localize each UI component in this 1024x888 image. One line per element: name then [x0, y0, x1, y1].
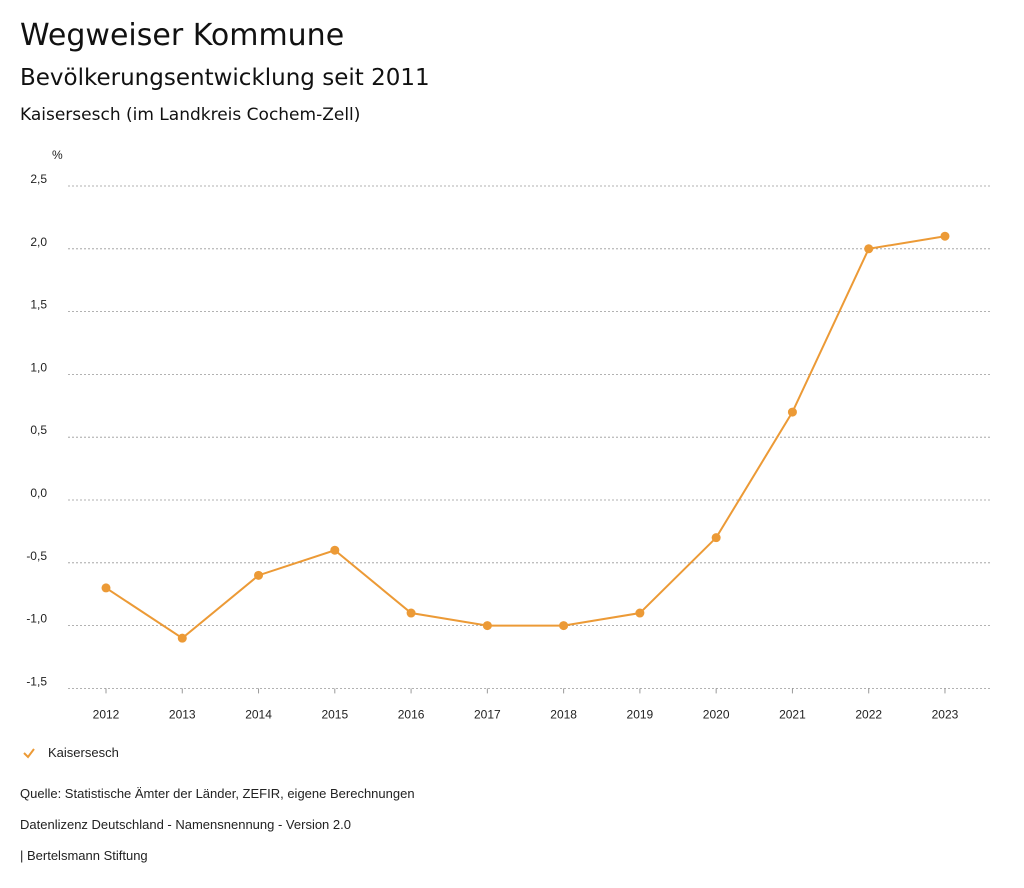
data-point-2018[interactable]	[559, 621, 569, 631]
check-icon	[23, 747, 35, 759]
data-point-2012[interactable]	[101, 583, 111, 593]
data-point-2021[interactable]	[787, 407, 797, 417]
region-label: Kaisersesch (im Landkreis Cochem-Zell)	[20, 105, 361, 125]
x-tick-label: 2015	[321, 707, 348, 721]
line-chart: % 2,5 2,0 1,5 1,0 0,5 0,0 -0,5 -1,0 -1,5 2012 2013…	[26, 148, 990, 721]
x-tick-label: 2018	[550, 707, 577, 721]
y-tick-label: -0,5	[26, 549, 47, 563]
x-tick-label: 2012	[93, 707, 120, 721]
source-text: Quelle: Statistische Ämter der Länder, Z…	[20, 786, 415, 801]
page-title: Wegweiser Kommune	[20, 18, 345, 53]
data-point-2022[interactable]	[864, 244, 874, 254]
data-point-2014[interactable]	[254, 570, 264, 580]
y-tick-label: 1,5	[30, 298, 47, 312]
x-tick-label: 2020	[703, 707, 730, 721]
x-tick-label: 2019	[627, 707, 654, 721]
x-tick-label: 2021	[779, 707, 806, 721]
data-point-2017[interactable]	[482, 621, 492, 631]
y-tick-label: 0,5	[30, 423, 47, 437]
series-line	[105, 235, 946, 640]
chart-subtitle: Bevölkerungsentwicklung seit 2011	[20, 65, 430, 91]
y-tick-label: -1,5	[26, 674, 47, 688]
data-point-2015[interactable]	[330, 545, 340, 555]
credit-text: | Bertelsmann Stiftung	[20, 848, 148, 863]
y-axis-label: %	[52, 148, 63, 162]
y-tick-label: 1,0	[30, 360, 47, 374]
legend-item-kaisersesch[interactable]: Kaisersesch	[22, 745, 119, 760]
x-tick-label: 2013	[169, 707, 196, 721]
x-tick-label: 2017	[474, 707, 501, 721]
data-point-2013[interactable]	[177, 633, 187, 643]
data-point-2020[interactable]	[711, 533, 721, 543]
y-tick-label: 2,0	[30, 235, 47, 249]
data-point-2019[interactable]	[635, 608, 645, 618]
x-tick-label: 2022	[855, 707, 882, 721]
y-tick-label: 0,0	[30, 486, 47, 500]
x-tick-label: 2016	[398, 707, 425, 721]
legend-label: Kaisersesch	[48, 745, 119, 760]
x-tick-label: 2023	[932, 707, 959, 721]
data-point-2023[interactable]	[940, 231, 950, 241]
x-tick-label: 2014	[245, 707, 272, 721]
license-text: Datenlizenz Deutschland - Namensnennung …	[20, 817, 351, 832]
data-point-2016[interactable]	[406, 608, 416, 618]
y-tick-label: -1,0	[26, 612, 47, 626]
y-tick-label: 2,5	[30, 172, 47, 186]
